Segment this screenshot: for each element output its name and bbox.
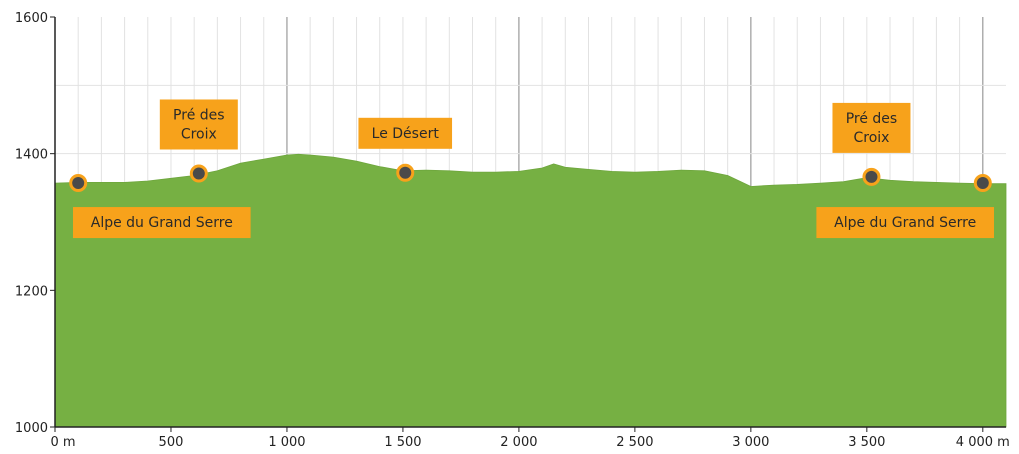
x-tick-label: 0 m xyxy=(50,435,75,450)
waypoint-label: Alpe du Grand Serre xyxy=(91,215,233,231)
waypoint-marker xyxy=(862,167,881,186)
waypoint-label-box xyxy=(73,207,251,239)
waypoint: Pré des Croix xyxy=(832,102,911,186)
waypoint-marker xyxy=(69,174,88,193)
x-tick-label: 1 500 xyxy=(384,435,421,450)
waypoint-label-box xyxy=(832,102,911,153)
waypoint: Le Désert xyxy=(358,117,453,182)
waypoint-label: Croix xyxy=(853,130,889,146)
waypoint-label: Croix xyxy=(181,126,217,142)
x-tick-label: 1 000 xyxy=(268,435,305,450)
waypoint-label: Pré des xyxy=(846,111,898,127)
waypoint-label: Le Désert xyxy=(372,126,440,142)
x-tick-label: 3 500 xyxy=(848,435,885,450)
y-tick-label: 1400 xyxy=(15,148,48,163)
waypoint-label: Alpe du Grand Serre xyxy=(834,215,976,231)
y-tick-label: 1600 xyxy=(15,11,48,26)
waypoint-label-box xyxy=(358,117,453,149)
waypoint-marker xyxy=(189,164,208,183)
x-tick-label: 3 000 xyxy=(732,435,769,450)
waypoint-label-box xyxy=(159,99,238,150)
waypoint-label-box xyxy=(816,207,994,239)
y-tick-label: 1200 xyxy=(15,284,48,299)
waypoint-label: Pré des xyxy=(173,107,225,123)
y-tick-label: 1000 xyxy=(15,421,48,436)
x-tick-label: 2 000 xyxy=(500,435,537,450)
elevation-area xyxy=(54,153,1007,428)
x-tick-label: 500 xyxy=(159,435,184,450)
waypoint-marker xyxy=(973,174,992,193)
waypoint: Alpe du Grand Serre xyxy=(816,174,994,239)
x-tick-label: 2 500 xyxy=(616,435,653,450)
waypoint: Pré des Croix xyxy=(159,99,238,183)
x-tick-label: 4 000 m xyxy=(956,435,1010,450)
waypoint-marker xyxy=(396,163,415,182)
waypoint: Alpe du Grand Serre xyxy=(69,174,251,239)
